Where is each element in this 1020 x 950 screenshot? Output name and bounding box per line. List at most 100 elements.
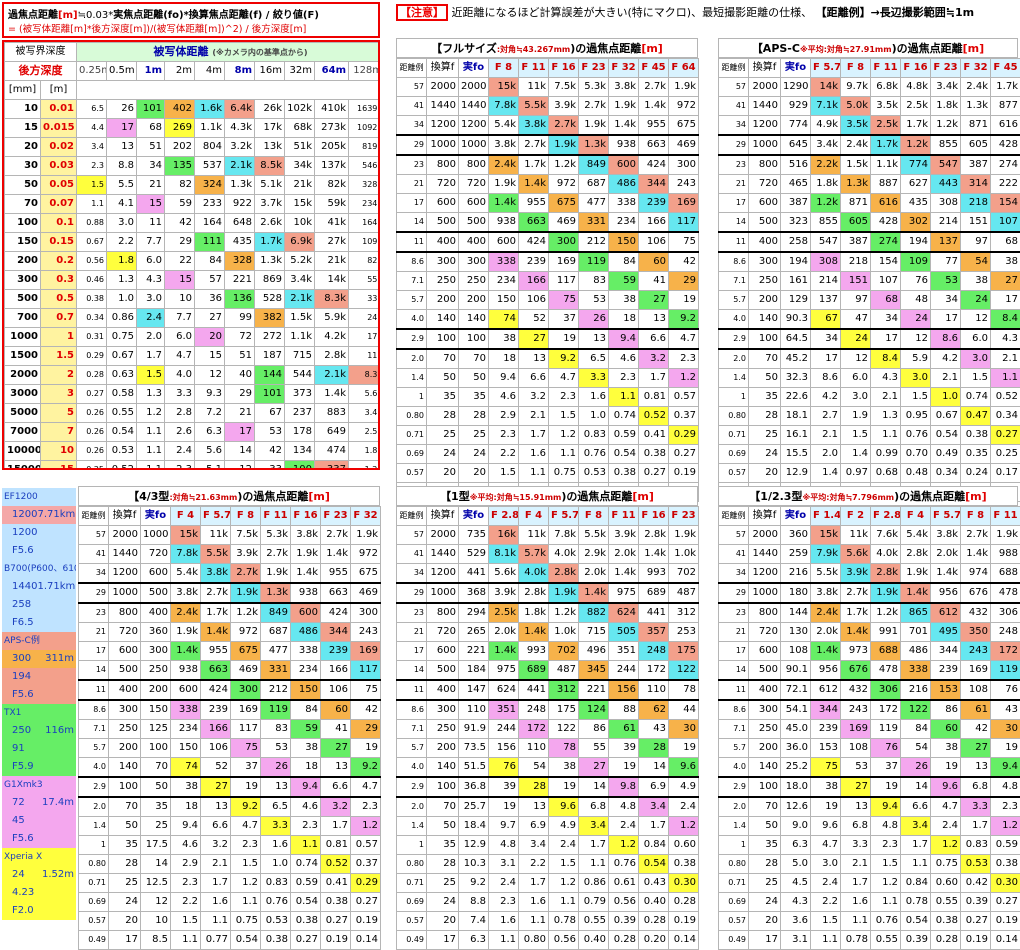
sidebar-value: 72 (4, 794, 25, 812)
table-cell: 154 (871, 252, 901, 272)
column-header: 換算f (749, 507, 781, 526)
table-cell: 200 (749, 739, 781, 758)
table-cell: 216 (781, 564, 811, 584)
table-cell: 2.4 (609, 817, 639, 836)
depth-cell: 2.6 (165, 423, 195, 442)
table-cell: 122 (901, 700, 931, 720)
table-cell: 1.0 (931, 388, 961, 407)
table-cell: 172 (871, 700, 901, 720)
table-cell: 200 (459, 291, 489, 310)
table-cell: 975 (609, 583, 639, 603)
table-cell: 12 (901, 329, 931, 349)
table-cell: 64.5 (781, 329, 811, 349)
table-cell: 140 (109, 758, 141, 778)
depth-cell: 1.1 (137, 423, 165, 442)
depth-cell: 1.1 (137, 442, 165, 461)
table-cell: 39 (489, 777, 519, 797)
table-cell: 1.9k (549, 583, 579, 603)
table-cell: 4.6 (171, 836, 201, 855)
depth-cell: 15 (137, 195, 165, 214)
table-cell: 15k (811, 526, 841, 545)
depth-m: 0.02 (41, 138, 77, 157)
table-cell: 663 (639, 135, 669, 155)
depth-cell: 144 (255, 366, 285, 385)
depth-cell: 0.26 (77, 404, 107, 423)
table-cell: 500 (141, 583, 171, 603)
table-cell: 400 (427, 232, 459, 252)
table-cell: 42 (351, 700, 381, 720)
depth-cell: 8.3k (315, 290, 349, 309)
table-cell: 0.81 (321, 836, 351, 855)
table-cell: 18 (489, 349, 519, 369)
table-cell: 1.0k (549, 623, 579, 642)
title-sub: ※平均:対角≒15.91mm (470, 493, 562, 502)
table-cell: 432 (841, 680, 871, 700)
table-cell: 887 (871, 175, 901, 194)
table-cell: 5.3k (579, 78, 609, 97)
table-cell: 11k (519, 78, 549, 97)
table-cell: 53 (931, 272, 961, 291)
table-cell: 0.27 (351, 893, 381, 912)
table-cell: 441 (639, 603, 669, 623)
table-cell: 1.9k (669, 526, 699, 545)
table-cell: 19 (669, 739, 699, 758)
table-cell: 855 (931, 135, 961, 155)
sidebar-distance: 1.52m (42, 866, 74, 884)
table-cell: 323 (781, 213, 811, 233)
table-cell: 74 (171, 758, 201, 778)
table-cell: 24 (841, 329, 871, 349)
column-header: F 16 (549, 59, 579, 78)
table-cell: 1.9k (609, 97, 639, 116)
title-tail: )の過焦点距離 (237, 490, 308, 503)
table-cell: 312 (669, 603, 699, 623)
table-cell: 1.5 (901, 388, 931, 407)
table-cell: 1200 (109, 564, 141, 584)
column-header: F 64 (669, 59, 699, 78)
table-cell: 0.52 (639, 407, 669, 426)
table-cell: 516 (781, 155, 811, 175)
depth-cell: 11k (349, 347, 381, 366)
table-cell: 0.60 (931, 874, 961, 893)
table-cell: 19 (549, 329, 579, 349)
table-cell: 7.1 (397, 272, 427, 291)
table-cell: 720 (141, 545, 171, 564)
title-tail: )の過焦点距離 (561, 490, 632, 503)
table-cell: 1.5 (489, 464, 519, 483)
table-cell: 108 (781, 642, 811, 661)
table-cell: 6.6 (901, 797, 931, 817)
table-title: 【1/2.3型※平均:対角≒7.796mm)の過焦点距離[m] (718, 486, 1018, 506)
table-cell: 8.6 (811, 369, 841, 388)
depth-cell: 2.4 (165, 442, 195, 461)
table-cell: 1.0 (579, 407, 609, 426)
table-cell: 7.1 (397, 720, 427, 739)
depth-cell: 82k (315, 176, 349, 195)
table-cell: 331 (579, 213, 609, 233)
table-cell: 130 (781, 623, 811, 642)
table-cell: 27 (841, 777, 871, 797)
table-cell: 1.9k (489, 175, 519, 194)
table-cell: 800 (427, 155, 459, 175)
table-cell: 956 (811, 661, 841, 681)
depth-cell: 1639k (349, 100, 381, 119)
table-cell: 547 (931, 155, 961, 175)
table-cell: 76 (871, 739, 901, 758)
table-cell: 1.4k (639, 545, 669, 564)
table-cell: 0.39 (961, 893, 991, 912)
depth-mm: 3000 (5, 385, 41, 404)
table-cell: 14 (719, 661, 749, 681)
table-cell: 9.0 (781, 817, 811, 836)
depth-cell: 0.58 (107, 385, 137, 404)
table-cell: 54 (961, 252, 991, 272)
depth-cell: 36 (195, 290, 225, 309)
